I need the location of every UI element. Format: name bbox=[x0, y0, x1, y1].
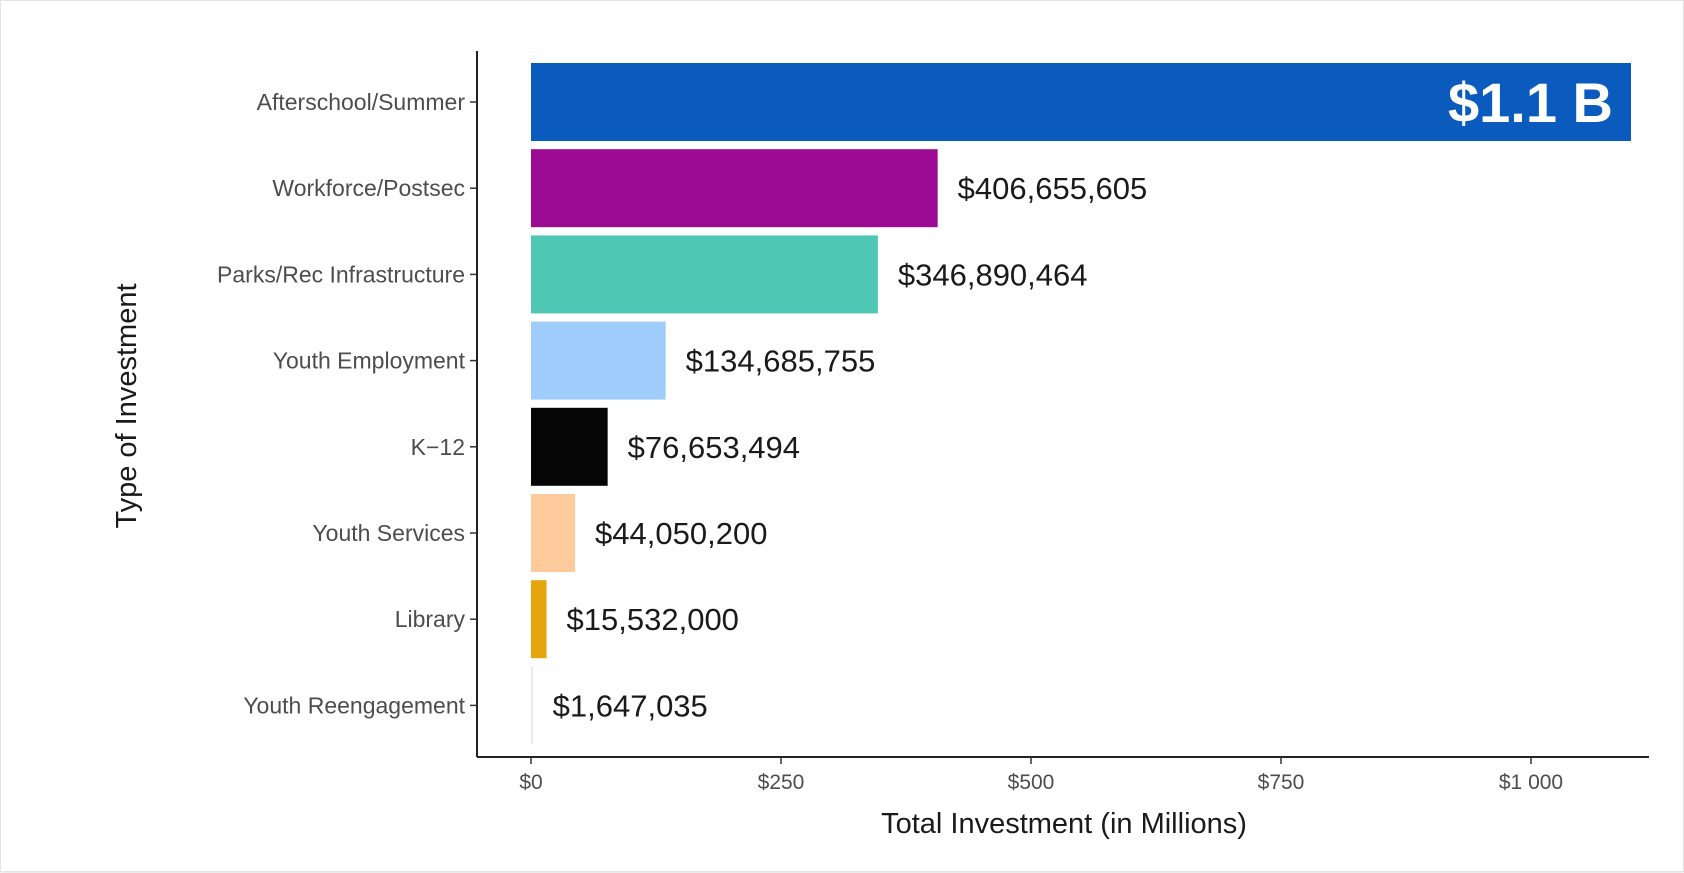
value-label: $44,050,200 bbox=[595, 516, 767, 551]
value-label: $76,653,494 bbox=[628, 430, 800, 465]
value-label: $134,685,755 bbox=[686, 344, 876, 379]
category-label: Afterschool/Summer bbox=[257, 89, 466, 115]
bar bbox=[531, 580, 547, 659]
x-tick-label: $0 bbox=[519, 771, 542, 794]
x-axis-title: Total Investment (in Millions) bbox=[881, 808, 1247, 840]
value-label: $346,890,464 bbox=[898, 257, 1088, 292]
value-label: $1.1 B bbox=[1448, 71, 1613, 134]
category-label: Youth Services bbox=[312, 520, 465, 546]
bar bbox=[531, 494, 576, 572]
x-tick-label: $500 bbox=[1008, 771, 1055, 794]
bar bbox=[531, 666, 533, 745]
value-label: $1,647,035 bbox=[553, 688, 708, 723]
category-label: K−12 bbox=[411, 434, 465, 460]
value-label: $15,532,000 bbox=[567, 602, 739, 637]
category-label: Parks/Rec Infrastructure bbox=[217, 261, 465, 287]
category-label: Youth Reengagement bbox=[243, 692, 465, 718]
x-tick-label: $750 bbox=[1258, 771, 1305, 794]
bar bbox=[531, 321, 666, 400]
bar bbox=[531, 407, 608, 486]
x-tick-label: $1 000 bbox=[1499, 771, 1563, 794]
bar bbox=[531, 149, 938, 228]
bar bbox=[531, 63, 1631, 141]
category-label: Library bbox=[395, 606, 466, 632]
y-axis-title: Type of Investment bbox=[111, 283, 143, 528]
value-label: $406,655,605 bbox=[958, 171, 1148, 206]
bar bbox=[531, 235, 878, 314]
category-label: Youth Employment bbox=[273, 348, 466, 374]
category-label: Workforce/Postsec bbox=[272, 175, 465, 201]
x-tick-label: $250 bbox=[758, 771, 805, 794]
